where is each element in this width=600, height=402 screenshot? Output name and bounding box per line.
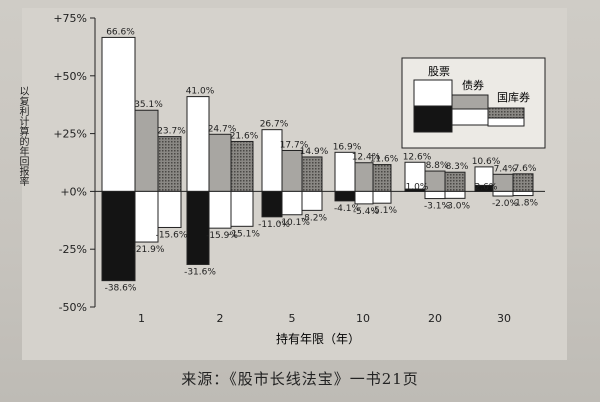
legend-swatch-tbills [487, 117, 525, 127]
label-stocks-max-20: 12.6% [403, 152, 432, 162]
bar-tbills-max-1 [157, 136, 182, 192]
bar-tbills-min-10 [372, 190, 392, 204]
label-bonds-min-5: -10.1% [278, 218, 310, 228]
label-bonds-min-20: -3.1% [424, 202, 451, 212]
y-tick-label: +25% [53, 128, 87, 141]
bar-tbills-max-5 [301, 156, 323, 192]
label-bonds-max-30: 7.4% [494, 164, 517, 174]
bar-bonds-min-1 [134, 190, 159, 243]
bar-bonds-max-2 [208, 133, 232, 192]
label-stocks-min-5: -11.0% [258, 220, 290, 230]
label-stocks-min-30: 2.6% [475, 182, 498, 192]
label-bonds-max-2: 24.7% [208, 124, 237, 134]
legend-label-tbills: 国库券 [497, 90, 530, 104]
bar-stocks-min-10 [334, 190, 356, 202]
bar-bonds-max-1 [134, 109, 159, 192]
label-tbills-max-1: 23.7% [157, 127, 186, 137]
label-tbills-max-2: 21.6% [230, 131, 259, 141]
bar-bonds-max-10 [354, 162, 374, 192]
bar-tbills-min-2 [230, 190, 254, 227]
bar-bonds-min-10 [354, 190, 374, 205]
legend-label-bonds: 债券 [462, 78, 484, 92]
x-tick-label-10: 10 [356, 312, 370, 325]
legend-swatch-stocks [413, 105, 453, 133]
label-stocks-max-5: 26.7% [260, 120, 289, 130]
y-tick-label: +75% [53, 12, 87, 25]
label-stocks-min-20: 1.0% [406, 182, 429, 192]
y-tick-label: -50% [59, 301, 87, 314]
bar-stocks-min-5 [261, 190, 283, 218]
x-tick-label-2: 2 [217, 312, 224, 325]
label-bonds-max-1: 35.1% [134, 100, 163, 110]
bar-tbills-max-10 [372, 164, 392, 192]
x-axis-label: 持有年限（年） [276, 331, 360, 346]
legend-swatch-bonds-top [451, 94, 489, 110]
label-tbills-max-20: 8.3% [446, 162, 469, 172]
label-bonds-min-30: -2.0% [492, 199, 519, 209]
legend: 股票 债券 国库券 [401, 57, 546, 149]
label-bonds-min-1: -21.9% [133, 245, 165, 255]
label-bonds-min-2: -15.9% [206, 231, 238, 241]
bar-tbills-min-20 [444, 190, 466, 199]
x-tick-label-5: 5 [289, 312, 296, 325]
bar-stocks-max-1 [101, 36, 136, 192]
y-tick-label: +50% [53, 70, 87, 83]
y-axis-label: 以复利计算的年回报率 [17, 86, 28, 186]
label-tbills-max-10: 11.6% [370, 155, 399, 165]
bars [101, 36, 534, 282]
source-caption: 来源：《股市长线法宝》一书21页 [181, 370, 419, 388]
label-stocks-max-10: 16.9% [333, 142, 362, 152]
legend-label-stocks: 股票 [428, 65, 450, 78]
y-tick-label: +0% [60, 185, 87, 198]
label-bonds-max-5: 17.7% [280, 140, 309, 150]
label-tbills-min-30: -1.8% [512, 199, 539, 209]
label-stocks-min-10: -4.1% [334, 204, 361, 214]
label-tbills-max-5: 14.9% [300, 147, 329, 157]
label-stocks-max-2: 41.0% [186, 87, 215, 97]
data-labels: 66.6% -38.6% 35.1% -21.9% 23.7% -15.6% 41.0% -3… [105, 27, 539, 293]
bar-tbills-max-30 [512, 173, 534, 192]
bar-tbills-max-2 [230, 140, 254, 192]
label-bonds-max-10: 12.4% [352, 153, 381, 163]
y-tick-label: -25% [59, 243, 87, 256]
legend-swatch-bonds [451, 108, 489, 126]
label-tbills-min-2: -15.1% [228, 229, 260, 239]
bar-bonds-min-2 [208, 190, 232, 229]
x-tick-label-30: 30 [497, 312, 511, 325]
label-tbills-min-20: -3.0% [444, 201, 471, 211]
x-tick-label-1: 1 [138, 312, 145, 325]
legend-swatch-tbills-top [487, 107, 525, 119]
bar-bonds-min-5 [281, 190, 303, 216]
bar-tbills-min-5 [301, 190, 323, 211]
bar-stocks-max-5 [261, 129, 283, 192]
label-tbills-min-1: -15.6% [156, 230, 188, 240]
label-bonds-min-10: -5.4% [353, 207, 380, 217]
x-tick-label-20: 20 [428, 312, 442, 325]
bar-tbills-min-1 [157, 190, 182, 228]
label-tbills-max-30: 7.6% [514, 164, 537, 174]
label-stocks-min-1: -38.6% [105, 284, 137, 294]
label-stocks-min-2: -31.6% [184, 267, 216, 277]
legend-swatch-stocks-top [413, 79, 453, 107]
bar-bonds-min-20 [424, 190, 446, 200]
bar-stocks-max-2 [186, 96, 210, 192]
label-stocks-max-1: 66.6% [106, 27, 135, 37]
label-bonds-max-20: 8.8% [426, 161, 449, 171]
label-tbills-min-5: -8.2% [301, 213, 328, 223]
label-stocks-max-30: 10.6% [472, 157, 501, 167]
bar-tbills-min-30 [512, 190, 534, 197]
bar-tbills-max-20 [444, 171, 466, 192]
label-tbills-min-10: -5.1% [371, 206, 398, 216]
bar-stocks-min-2 [186, 190, 210, 265]
bar-stocks-min-1 [101, 190, 136, 282]
